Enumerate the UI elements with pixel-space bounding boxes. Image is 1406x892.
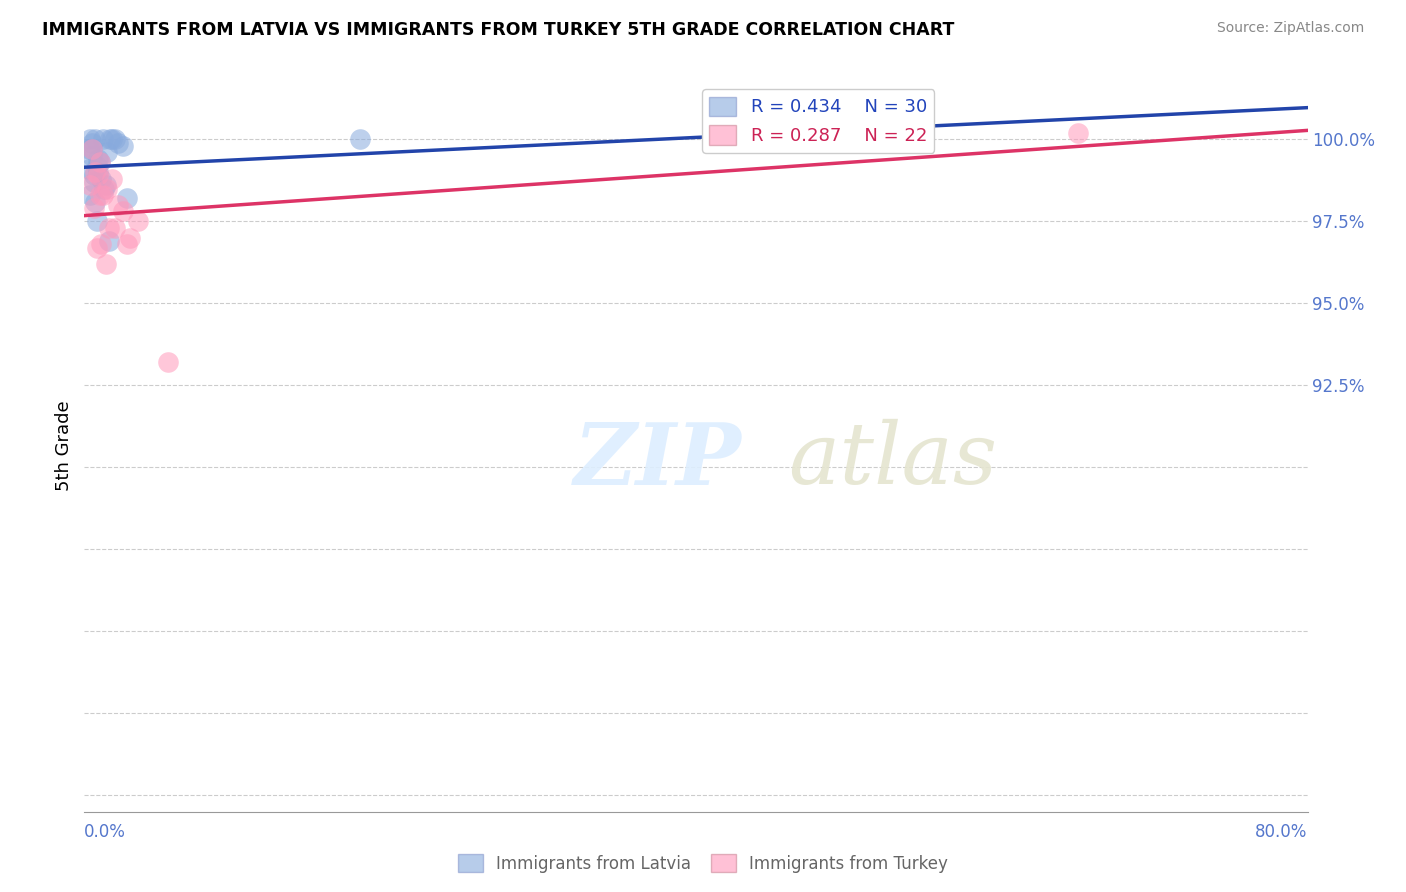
Point bbox=[91, 188, 114, 202]
Point bbox=[86, 214, 108, 228]
Text: IMMIGRANTS FROM LATVIA VS IMMIGRANTS FROM TURKEY 5TH GRADE CORRELATION CHART: IMMIGRANTS FROM LATVIA VS IMMIGRANTS FRO… bbox=[42, 21, 955, 38]
Point bbox=[111, 139, 134, 153]
Point bbox=[157, 355, 180, 369]
Point bbox=[84, 194, 107, 209]
Text: 0.0%: 0.0% bbox=[84, 823, 127, 841]
Point bbox=[86, 159, 108, 173]
Point bbox=[80, 149, 103, 163]
Point bbox=[77, 142, 100, 156]
Point bbox=[83, 175, 105, 189]
Point bbox=[120, 231, 142, 245]
Point bbox=[80, 142, 103, 156]
Point bbox=[97, 220, 120, 235]
Point bbox=[83, 169, 105, 183]
Point bbox=[104, 220, 127, 235]
Y-axis label: 5th Grade: 5th Grade bbox=[55, 401, 73, 491]
Point bbox=[87, 152, 110, 166]
Point bbox=[77, 161, 100, 176]
Point bbox=[90, 237, 112, 252]
Point bbox=[89, 188, 111, 202]
Point bbox=[107, 136, 129, 150]
Point bbox=[97, 234, 120, 248]
Point bbox=[94, 257, 117, 271]
Point bbox=[96, 145, 118, 160]
Point bbox=[84, 132, 107, 146]
Point bbox=[93, 181, 115, 195]
Point bbox=[1067, 126, 1090, 140]
Point bbox=[89, 155, 111, 169]
Point bbox=[104, 132, 127, 146]
Point bbox=[101, 171, 124, 186]
Point bbox=[127, 214, 149, 228]
Point bbox=[89, 155, 111, 169]
Point bbox=[80, 136, 103, 150]
Text: atlas: atlas bbox=[787, 419, 997, 502]
Point bbox=[79, 132, 101, 146]
Text: Source: ZipAtlas.com: Source: ZipAtlas.com bbox=[1216, 21, 1364, 35]
Point bbox=[91, 132, 114, 146]
Point bbox=[87, 165, 110, 179]
Point bbox=[86, 241, 108, 255]
Point bbox=[115, 237, 138, 252]
Point bbox=[761, 132, 783, 146]
Point bbox=[79, 178, 101, 193]
Point bbox=[80, 142, 103, 156]
Point bbox=[87, 169, 110, 183]
Point bbox=[96, 181, 118, 195]
Point bbox=[101, 132, 124, 146]
Text: ZIP: ZIP bbox=[574, 419, 741, 502]
Point bbox=[115, 191, 138, 205]
Point bbox=[79, 188, 101, 202]
Point bbox=[90, 171, 112, 186]
Point bbox=[84, 165, 107, 179]
Point bbox=[111, 204, 134, 219]
Legend: R = 0.434    N = 30, R = 0.287    N = 22: R = 0.434 N = 30, R = 0.287 N = 22 bbox=[702, 89, 935, 153]
Legend: Immigrants from Latvia, Immigrants from Turkey: Immigrants from Latvia, Immigrants from … bbox=[451, 847, 955, 880]
Point bbox=[83, 201, 105, 215]
Point bbox=[349, 132, 371, 146]
Point bbox=[98, 132, 121, 146]
Text: 80.0%: 80.0% bbox=[1256, 823, 1308, 841]
Point bbox=[107, 198, 129, 212]
Point bbox=[94, 178, 117, 193]
